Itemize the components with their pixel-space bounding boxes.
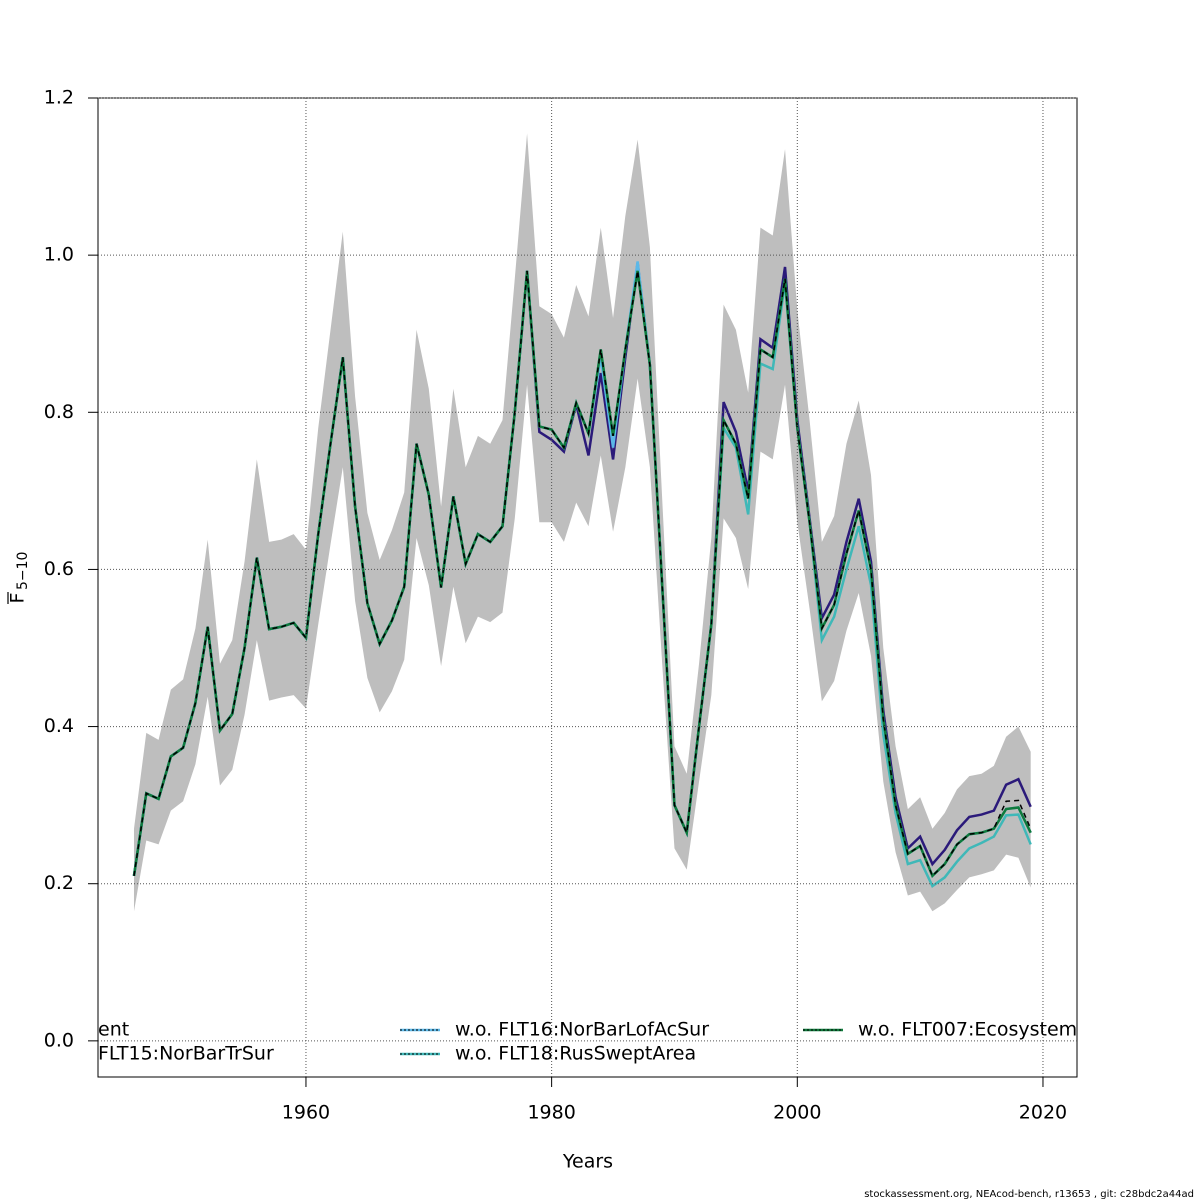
y-axis-label-sub: 5−10	[15, 552, 31, 590]
legend-label: ent	[98, 1019, 129, 1041]
footnote: stockassessment.org, NEAcod-bench, r1365…	[864, 1189, 1194, 1200]
x-tick-label: 2020	[1019, 1102, 1067, 1124]
y-axis-label-main: F	[7, 593, 29, 604]
legend-label: FLT15:NorBarTrSur	[98, 1043, 274, 1065]
y-tick-label: 0.6	[44, 558, 74, 580]
x-tick-label: 1980	[527, 1102, 575, 1124]
legend-label: w.o. FLT007:Ecosystem	[858, 1019, 1077, 1041]
x-tick-label: 1960	[282, 1102, 330, 1124]
y-tick-label: 0.0	[44, 1029, 74, 1051]
y-tick-label: 0.8	[44, 401, 74, 423]
y-tick-label: 0.2	[44, 872, 74, 894]
y-axis-label: F 5−10	[7, 552, 31, 604]
y-tick-label: 0.4	[44, 715, 74, 737]
y-tick-label: 1.2	[44, 87, 74, 109]
series-line	[133, 270, 1032, 878]
legend-label: w.o. FLT16:NorBarLofAcSur	[455, 1019, 709, 1041]
plot-area	[132, 133, 1032, 912]
legend-label: w.o. FLT18:RusSweptArea	[455, 1043, 696, 1065]
x-axis-label: Years	[562, 1151, 613, 1173]
x-tick-label: 2000	[773, 1102, 821, 1124]
y-tick-label: 1.0	[44, 244, 74, 266]
